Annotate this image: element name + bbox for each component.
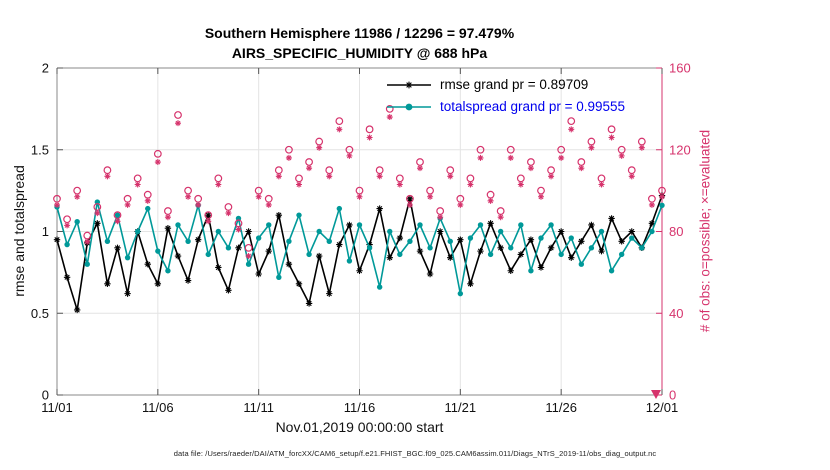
legend-label-totalspread: totalspread grand pr = 0.99555 bbox=[440, 99, 626, 114]
right-tick-labels: 0 40 80 120 160 bbox=[669, 61, 691, 403]
legend: rmse grand pr = 0.89709 totalspread gran… bbox=[386, 74, 625, 117]
svg-text:0: 0 bbox=[669, 388, 676, 403]
legend-item-totalspread: totalspread grand pr = 0.99555 bbox=[386, 96, 625, 117]
series-rmse bbox=[53, 192, 666, 314]
left-axis-label: rmse and totalspread bbox=[11, 165, 27, 297]
svg-text:80: 80 bbox=[669, 224, 683, 239]
svg-text:0: 0 bbox=[42, 388, 49, 403]
x-tick-labels: 11/01 11/06 11/11 11/16 11/21 11/26 12/01 bbox=[41, 400, 678, 415]
rmse-line-swatch-icon bbox=[387, 81, 431, 88]
svg-text:11/06: 11/06 bbox=[142, 400, 174, 415]
chart-subtitle: AIRS_SPECIFIC_HUMIDITY @ 688 hPa bbox=[231, 45, 488, 61]
totalspread-line-swatch-icon bbox=[387, 103, 431, 110]
svg-text:12/01: 12/01 bbox=[646, 400, 679, 415]
series-evaluated_obs bbox=[54, 114, 665, 260]
gridlines bbox=[56, 67, 663, 396]
legend-label-rmse: rmse grand pr = 0.89709 bbox=[440, 77, 589, 92]
tick-marks bbox=[56, 67, 663, 396]
svg-text:11/26: 11/26 bbox=[545, 400, 577, 415]
svg-text:2: 2 bbox=[42, 61, 49, 76]
svg-text:40: 40 bbox=[669, 306, 683, 321]
svg-text:11/01: 11/01 bbox=[41, 400, 73, 415]
svg-text:120: 120 bbox=[669, 142, 691, 157]
legend-item-rmse: rmse grand pr = 0.89709 bbox=[386, 74, 625, 95]
svg-text:1: 1 bbox=[42, 224, 49, 239]
svg-text:0.5: 0.5 bbox=[31, 306, 49, 321]
svg-text:1.5: 1.5 bbox=[31, 142, 49, 157]
right-axis-label: # of obs: o=possible; ×=evaluated bbox=[697, 129, 713, 333]
x-axis-label: Nov.01,2019 00:00:00 start bbox=[275, 419, 444, 435]
svg-text:11/16: 11/16 bbox=[344, 400, 376, 415]
left-tick-labels: 0 0.5 1 1.5 2 bbox=[31, 61, 49, 403]
chart-title: Southern Hemisphere 11986 / 12296 = 97.4… bbox=[204, 25, 515, 41]
svg-text:11/11: 11/11 bbox=[243, 400, 274, 415]
data-file-path: data file: /Users/raeder/DAI/ATM_forcXX/… bbox=[173, 449, 657, 458]
svg-text:11/21: 11/21 bbox=[445, 400, 477, 415]
right-axis-end-arrow-icon bbox=[651, 390, 661, 399]
svg-text:160: 160 bbox=[669, 61, 691, 76]
